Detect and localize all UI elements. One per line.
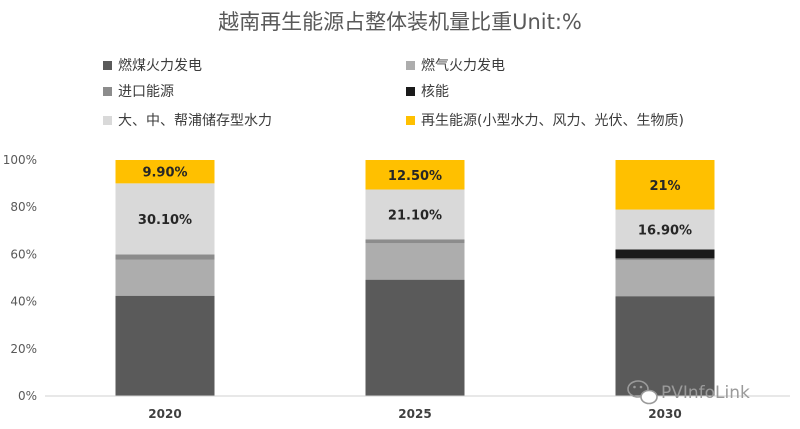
bar-segment xyxy=(615,209,715,250)
legend-label: 燃气火力发电 xyxy=(421,57,505,74)
legend-label: 燃煤火力发电 xyxy=(118,57,202,74)
legend-swatch xyxy=(103,116,112,125)
legend-item: 进口能源 xyxy=(103,84,174,100)
bar-segment xyxy=(115,295,215,396)
bar-segment xyxy=(365,243,465,280)
legend-swatch xyxy=(103,61,112,70)
chart-title: 越南再生能源占整体装机量比重Unit:% xyxy=(218,10,582,34)
bar-segment xyxy=(365,239,465,244)
x-tick-label: 2020 xyxy=(148,407,181,421)
bar-segment xyxy=(615,249,715,259)
y-axis: 0% 20% 40% 60% 80% 100% xyxy=(3,153,37,403)
bar-stack: 30.10% 9.90% xyxy=(115,160,215,396)
legend-swatch xyxy=(103,87,112,96)
y-tick-label: 40% xyxy=(10,295,37,309)
bar-segment xyxy=(615,296,715,396)
bar-segment xyxy=(115,259,215,296)
bar-segment xyxy=(115,254,215,260)
bar-segment xyxy=(115,183,215,255)
y-tick-label: 0% xyxy=(18,389,37,403)
bar-stack: 16.90% 21% xyxy=(615,160,715,396)
legend-swatch xyxy=(406,61,415,70)
bar-segment xyxy=(365,279,465,396)
legend-item: 燃煤火力发电 xyxy=(103,57,202,74)
legend-label: 核能 xyxy=(421,84,449,100)
x-tick-label: 2030 xyxy=(648,407,681,421)
wechat-icon xyxy=(627,380,658,405)
legend-swatch xyxy=(406,87,415,96)
legend-label: 再生能源(小型水力、风力、光伏、生物质) xyxy=(421,113,684,129)
x-tick-label: 2025 xyxy=(398,407,431,421)
bar-segment xyxy=(615,258,715,261)
data-label: 21.10% xyxy=(388,208,442,223)
legend-item: 大、中、帮浦储存型水力 xyxy=(103,113,272,129)
data-label: 21% xyxy=(649,179,680,194)
bar-segment xyxy=(615,160,715,210)
data-label: 12.50% xyxy=(388,169,442,184)
y-tick-label: 60% xyxy=(10,247,37,261)
legend-item: 再生能源(小型水力、风力、光伏、生物质) xyxy=(406,113,684,129)
watermark: PVInfoLink xyxy=(627,380,750,405)
legend-item: 核能 xyxy=(406,84,449,100)
bar-segment xyxy=(365,160,465,190)
x-axis: 2020 2025 2030 xyxy=(45,395,790,421)
watermark-text: PVInfoLink xyxy=(661,383,750,403)
data-label: 16.90% xyxy=(638,224,692,239)
y-tick-label: 80% xyxy=(10,200,37,214)
bars: 30.10% 9.90% 21.10% 12.50% 16.90% 21% xyxy=(115,160,715,396)
legend-label: 进口能源 xyxy=(118,84,174,100)
data-label: 30.10% xyxy=(138,213,192,228)
bar-segment xyxy=(365,189,465,240)
y-tick-label: 100% xyxy=(3,153,37,167)
bar-stack: 21.10% 12.50% xyxy=(365,160,465,396)
y-tick-label: 20% xyxy=(10,342,37,356)
legend-label: 大、中、帮浦储存型水力 xyxy=(118,113,272,129)
legend-swatch xyxy=(406,116,415,125)
bar-segment xyxy=(615,260,715,297)
data-label: 9.90% xyxy=(142,166,187,181)
bar-segment xyxy=(115,160,215,184)
legend-item: 燃气火力发电 xyxy=(406,57,505,74)
